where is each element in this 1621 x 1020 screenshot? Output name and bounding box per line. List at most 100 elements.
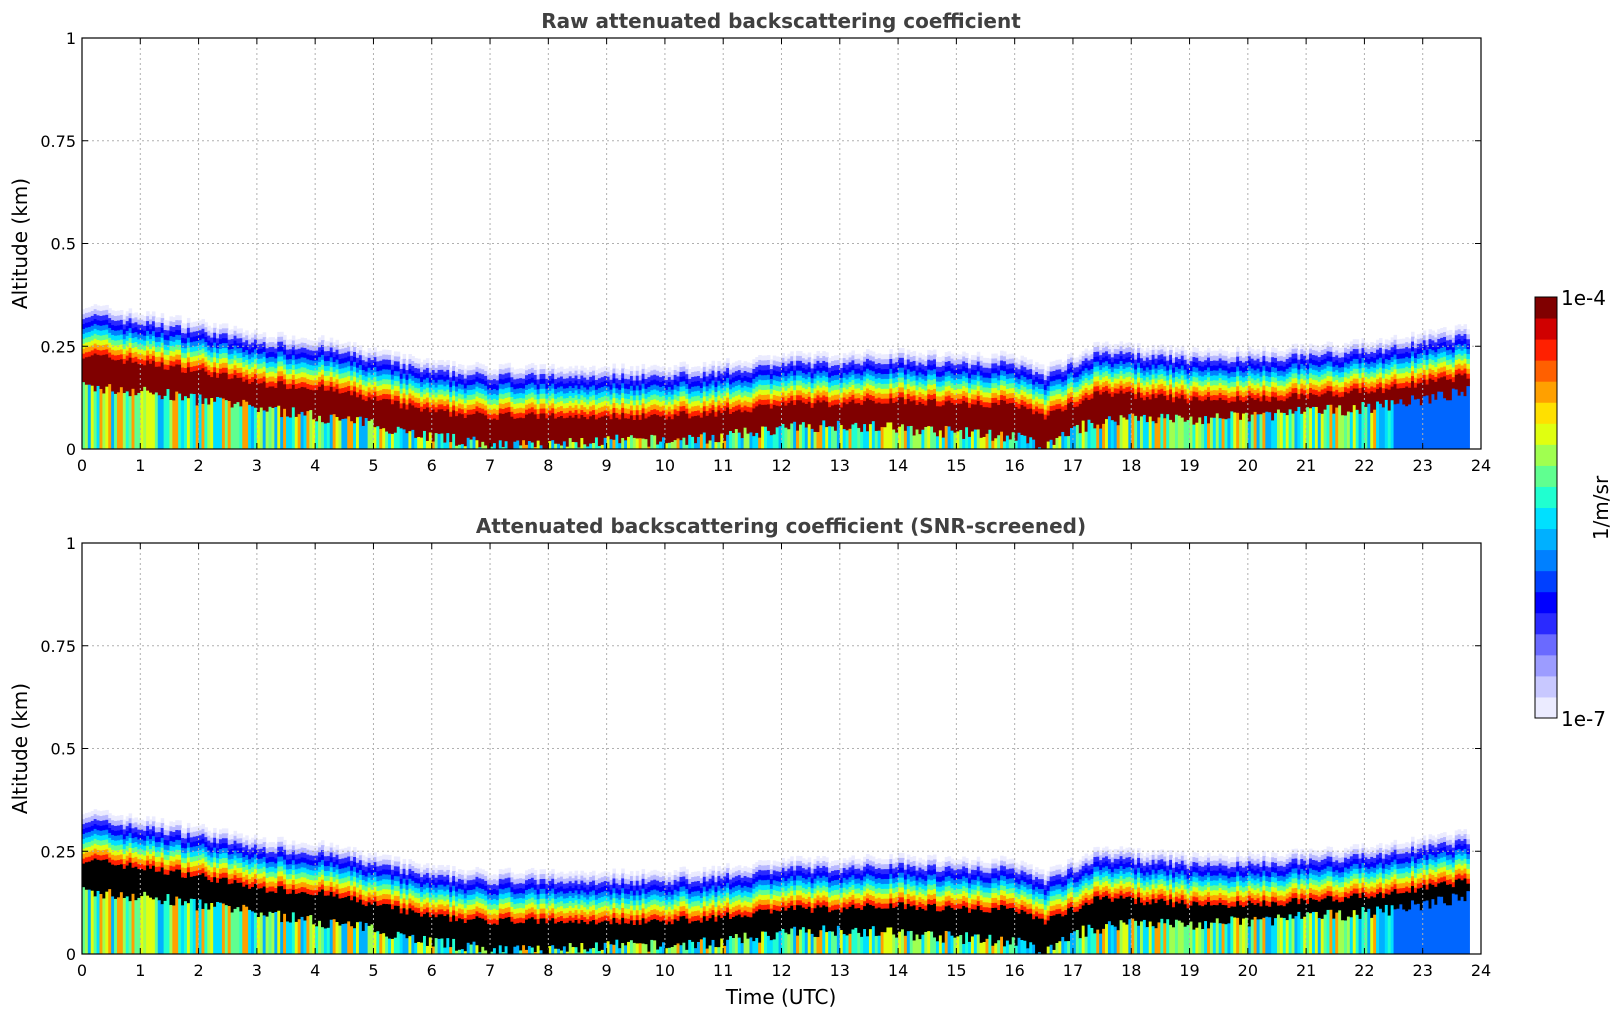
layer-band-cell: [1081, 395, 1086, 401]
layer-band-cell: [618, 414, 622, 420]
layer-band-cell: [883, 359, 888, 365]
layer-band-cell: [772, 355, 777, 362]
layer-band-cell: [1236, 381, 1240, 387]
layer-band-cell: [210, 342, 214, 348]
layer-band-cell: [116, 330, 121, 336]
layer-band-cell: [137, 349, 141, 355]
dense-core-cell: [338, 393, 342, 422]
layer-band-cell: [309, 384, 313, 391]
near-surface-cell: [1279, 412, 1284, 449]
layer-band-cell: [423, 394, 427, 400]
layer-band-cell: [594, 379, 599, 386]
near-surface-cell: [96, 385, 101, 449]
layer-band-cell: [1119, 380, 1124, 387]
layer-band-cell: [819, 367, 823, 374]
layer-band-cell: [1125, 357, 1129, 363]
dense-core-cell: [408, 403, 412, 432]
layer-band-cell: [1134, 369, 1138, 375]
layer-band-cell: [793, 360, 797, 366]
layer-band-cell: [1049, 361, 1054, 368]
layer-band-cell: [280, 361, 284, 367]
layer-band-cell: [1090, 393, 1094, 400]
layer-band-cell: [192, 341, 197, 347]
layer-band-cell: [1116, 378, 1121, 385]
dense-core-cell: [903, 404, 908, 432]
layer-band-cell: [1180, 365, 1185, 371]
layer-band-cell: [1093, 371, 1097, 378]
layer-band-cell: [696, 390, 701, 397]
layer-band-cell: [635, 385, 640, 392]
layer-band-cell: [440, 394, 445, 400]
layer-band-cell: [659, 401, 663, 408]
layer-band-cell: [565, 402, 570, 409]
layer-band-cell: [886, 359, 890, 365]
dense-core-cell: [207, 375, 211, 406]
layer-band-cell: [778, 396, 783, 402]
layer-band-cell: [647, 391, 651, 398]
layer-band-cell: [918, 367, 922, 373]
layer-band-cell: [361, 394, 366, 401]
layer-band-cell: [880, 379, 885, 385]
layer-band-cell: [938, 371, 943, 378]
layer-band-cell: [796, 380, 800, 386]
near-surface-cell: [318, 415, 322, 449]
layer-band-cell: [1090, 368, 1094, 375]
layer-band-cell: [1003, 395, 1007, 402]
layer-band-cell: [364, 381, 369, 387]
layer-band-cell: [933, 393, 937, 400]
layer-band-cell: [1142, 390, 1147, 396]
layer-band-cell: [968, 388, 972, 394]
layer-band-cell: [487, 399, 491, 405]
layer-band-cell: [1137, 362, 1141, 369]
near-surface-cell: [749, 432, 753, 449]
layer-band-cell: [965, 392, 969, 398]
layer-band-cell: [1180, 385, 1185, 391]
layer-band-cell: [1105, 356, 1109, 362]
layer-band-cell: [154, 351, 159, 358]
layer-band-cell: [1046, 371, 1051, 377]
layer-band-cell: [318, 352, 322, 358]
layer-band-cell: [1151, 354, 1156, 361]
dense-core-cell: [714, 416, 718, 443]
near-surface-cell: [192, 393, 197, 449]
layer-band-cell: [256, 373, 261, 380]
layer-band-cell: [851, 385, 855, 391]
layer-band-cell: [711, 400, 716, 406]
layer-band-cell: [664, 385, 669, 391]
layer-band-cell: [1099, 379, 1103, 386]
layer-band-cell: [393, 395, 398, 402]
layer-band-cell: [1023, 376, 1027, 383]
layer-band-cell: [956, 379, 960, 385]
near-surface-cell: [1122, 417, 1127, 449]
layer-band-cell: [99, 330, 104, 337]
layer-band-cell: [1148, 359, 1153, 366]
layer-band-cell: [1183, 394, 1188, 400]
layer-band-cell: [562, 388, 567, 395]
layer-band-cell: [315, 380, 319, 386]
dense-core-cell: [239, 377, 243, 407]
near-surface-cell: [982, 436, 987, 449]
layer-band-cell: [781, 372, 786, 379]
layer-band-cell: [1172, 382, 1176, 388]
layer-band-cell: [201, 358, 206, 364]
near-surface-cell: [959, 429, 963, 449]
layer-band-cell: [918, 392, 922, 398]
layer-band-cell: [720, 393, 724, 399]
layer-band-cell: [997, 370, 1001, 376]
layer-band-cell: [548, 395, 552, 402]
layer-band-cell: [918, 352, 922, 359]
layer-band-cell: [962, 356, 966, 362]
layer-band-cell: [810, 383, 815, 389]
layer-band-cell: [1145, 352, 1150, 358]
layer-band-cell: [959, 393, 963, 400]
layer-band-cell: [288, 344, 293, 350]
layer-band-cell: [580, 395, 584, 401]
near-surface-cell: [586, 446, 590, 449]
layer-band-cell: [504, 383, 509, 389]
near-surface-cell: [443, 442, 447, 449]
layer-band-cell: [239, 353, 243, 359]
dense-core-cell: [259, 383, 264, 409]
layer-band-cell: [513, 379, 517, 385]
layer-band-cell: [128, 313, 133, 319]
layer-band-cell: [673, 394, 678, 401]
